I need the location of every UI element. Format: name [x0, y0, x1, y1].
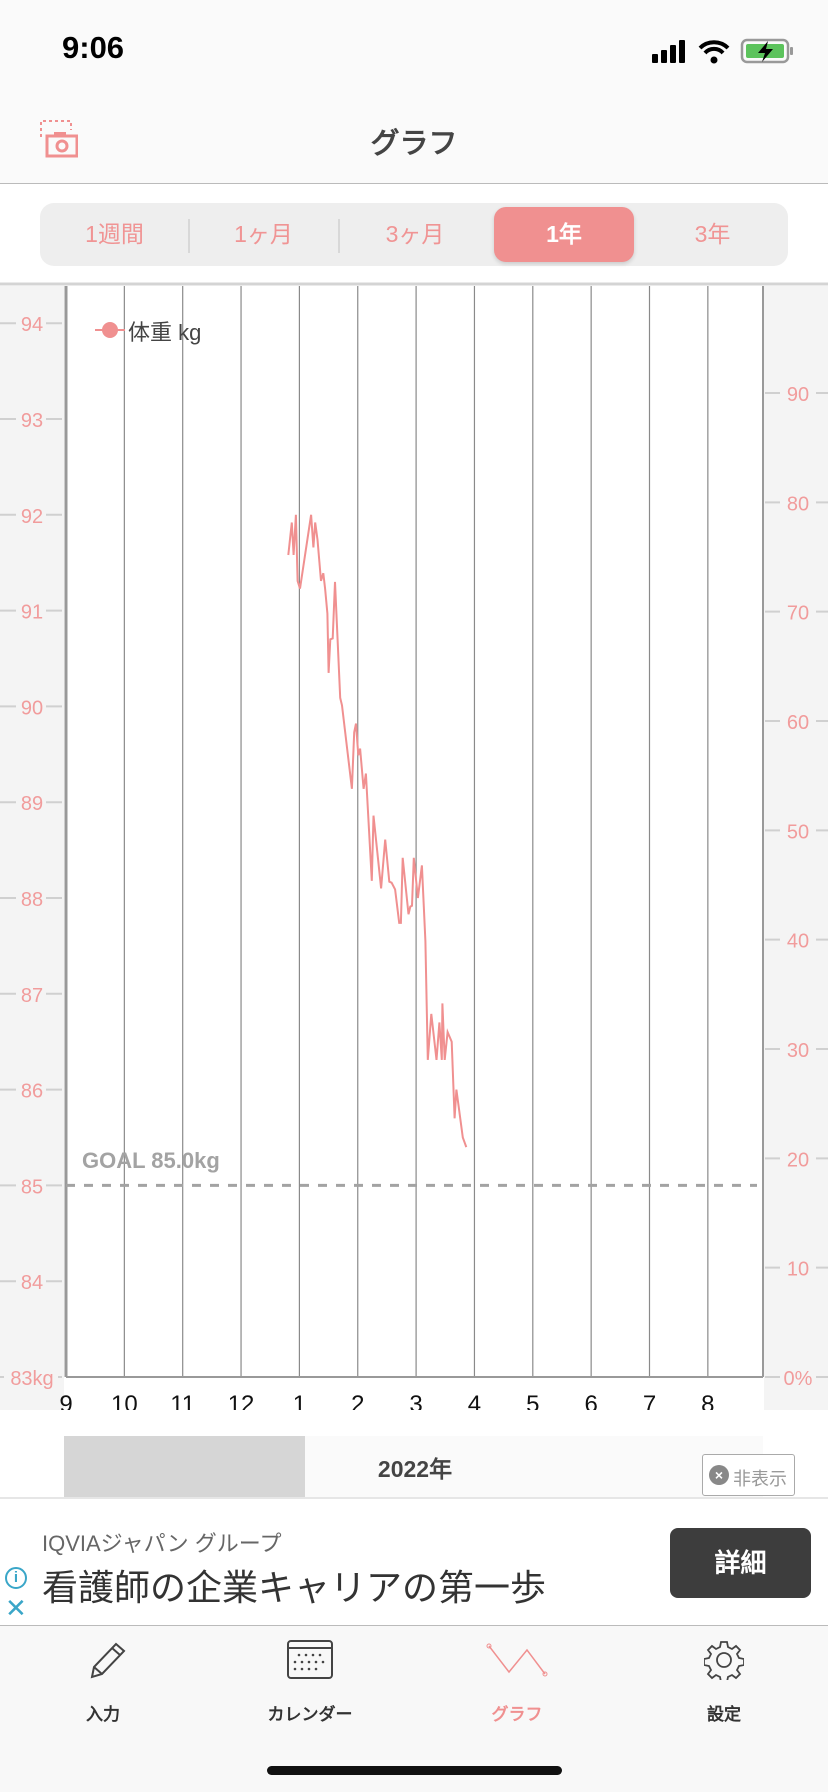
- y-right-tick-label: 10: [787, 1259, 809, 1281]
- hide-ad-label: 非表示: [733, 1469, 787, 1489]
- tab-settings[interactable]: 設定: [644, 1640, 804, 1730]
- year-label: 2022年: [377, 1456, 453, 1482]
- y-right-tick-label: 30: [787, 1040, 809, 1062]
- y-left-label-bg: [16, 981, 46, 1006]
- y-left-label-bg: [16, 790, 46, 815]
- ad-close-icon[interactable]: ✕: [5, 1593, 27, 1623]
- y-right-tick-label: 60: [787, 712, 809, 734]
- y-left-label-bg: [16, 1173, 46, 1198]
- y-right-label-bg: [780, 599, 816, 624]
- status-time: 9:06: [62, 30, 125, 65]
- y-left-label-bg: [16, 1269, 46, 1294]
- y-right-tick-label: 40: [787, 931, 809, 953]
- y-left-tick-label: 90: [21, 697, 43, 719]
- pencil-icon: [90, 1642, 126, 1679]
- y-right-tick-label: 70: [787, 603, 809, 625]
- y-left-tick-label: 86: [21, 1081, 43, 1103]
- y-left-label-bg: [16, 311, 46, 336]
- home-indicator: [267, 1766, 562, 1775]
- y-left-tick-label: 83kg: [10, 1368, 53, 1390]
- period-segmented-control: 1週間 1ヶ月 3ヶ月 1年 3年: [40, 203, 788, 266]
- tab-graph-label: グラフ: [491, 1705, 543, 1724]
- tab-graph[interactable]: グラフ: [437, 1640, 597, 1730]
- y-left-label-bg: [16, 407, 46, 431]
- weight-chart[interactable]: 94 93 92 91 90 89 88 87 86 85 84 83kg 90 80 70 60 50 40 3…: [0, 0, 828, 1420]
- y-left-label-bg: [16, 1077, 46, 1102]
- plot-area: [66, 286, 763, 1377]
- page-title: グラフ: [370, 128, 458, 160]
- y-right-label-bg: [780, 927, 816, 952]
- ad-banner[interactable]: IQVIAジャパン グループ 看護師の企業キャリアの第一歩 詳細 i ✕: [0, 1497, 828, 1626]
- ad-sponsor: IQVIAジャパン グループ: [42, 1531, 282, 1556]
- tab-calendar[interactable]: カレンダー: [230, 1640, 390, 1730]
- legend-label: 体重 kg: [128, 320, 201, 345]
- y-left-tick-label: 85: [21, 1176, 43, 1198]
- year-scroll-track: [305, 1436, 763, 1497]
- status-icons: [652, 38, 793, 64]
- ad-headline[interactable]: 看護師の企業キャリアの第一歩: [42, 1567, 547, 1608]
- y-right-tick-label: 80: [787, 493, 809, 515]
- tab-settings-label: 設定: [707, 1705, 741, 1724]
- close-circle-icon: ×: [709, 1465, 729, 1485]
- y-left-label-bg: [16, 694, 46, 719]
- divider: [338, 219, 340, 253]
- year-scrollbar[interactable]: 2022年 × 非表示: [0, 1410, 828, 1497]
- y-left-label-bg: [16, 886, 46, 910]
- calendar-icon: [287, 1640, 333, 1679]
- y-right-tick-label: 0%: [784, 1368, 813, 1390]
- year-scroll-thumb[interactable]: [64, 1436, 305, 1497]
- left-axis-area: [0, 286, 64, 1410]
- period-3-months[interactable]: 3ヶ月: [385, 221, 445, 247]
- period-3-years[interactable]: 3年: [694, 221, 731, 247]
- y-left-label-bg: [16, 502, 46, 527]
- y-left-tick-label: 92: [21, 506, 43, 528]
- y-right-label-bg: [780, 1365, 816, 1389]
- tab-input[interactable]: 入力: [23, 1640, 183, 1730]
- battery-charging-icon: [740, 38, 793, 64]
- signal-icon: [652, 40, 685, 63]
- y-right-label-bg: [780, 709, 816, 733]
- y-right-tick-label: 50: [787, 821, 809, 843]
- goal-label: GOAL 85.0kg: [82, 1148, 220, 1173]
- y-left-tick-label: 84: [21, 1272, 43, 1294]
- weight-series-line: [287, 514, 468, 1148]
- graph-icon: [486, 1643, 548, 1677]
- y-right-label-bg: [780, 1255, 816, 1280]
- legend: 体重 kg: [95, 320, 201, 345]
- y-left-label-bg: [16, 598, 46, 623]
- right-axis-area: [764, 286, 828, 1410]
- y-right-label-bg: [780, 381, 816, 405]
- y-left-label-bg: [4, 1365, 58, 1389]
- y-left-tick-label: 87: [21, 985, 43, 1007]
- ad-info-icon[interactable]: i: [5, 1567, 27, 1589]
- tab-input-label: 入力: [86, 1705, 120, 1724]
- nav-header: グラフ: [0, 100, 828, 184]
- tab-bar: 入力 カレンダー グラフ 設定: [0, 1626, 828, 1792]
- y-left-tick-label: 94: [21, 314, 43, 336]
- status-bar: 9:06: [0, 0, 828, 100]
- y-left-tick-label: 91: [21, 602, 43, 624]
- wifi-icon: [698, 40, 730, 55]
- y-left-tick-label: 88: [21, 889, 43, 911]
- y-right-label-bg: [780, 1037, 816, 1061]
- hide-ad-button[interactable]: × 非表示: [702, 1454, 795, 1496]
- y-left-tick-label: 89: [21, 793, 43, 815]
- screenshot-camera-icon[interactable]: [40, 120, 78, 158]
- y-right-label-bg: [780, 818, 816, 843]
- y-right-label-bg: [780, 490, 816, 515]
- gear-icon: [704, 1641, 744, 1680]
- y-right-tick-label: 90: [787, 384, 809, 406]
- y-left-tick-label: 93: [21, 410, 43, 432]
- period-1-month[interactable]: 1ヶ月: [234, 221, 293, 247]
- divider: [188, 219, 190, 253]
- tab-calendar-label: カレンダー: [267, 1705, 353, 1724]
- period-1-week[interactable]: 1週間: [85, 221, 144, 247]
- ad-details-button[interactable]: 詳細: [670, 1528, 811, 1598]
- y-right-label-bg: [780, 1146, 816, 1171]
- period-1-year[interactable]: 1年: [494, 207, 634, 262]
- y-right-tick-label: 20: [787, 1149, 809, 1171]
- legend-marker: [102, 322, 118, 338]
